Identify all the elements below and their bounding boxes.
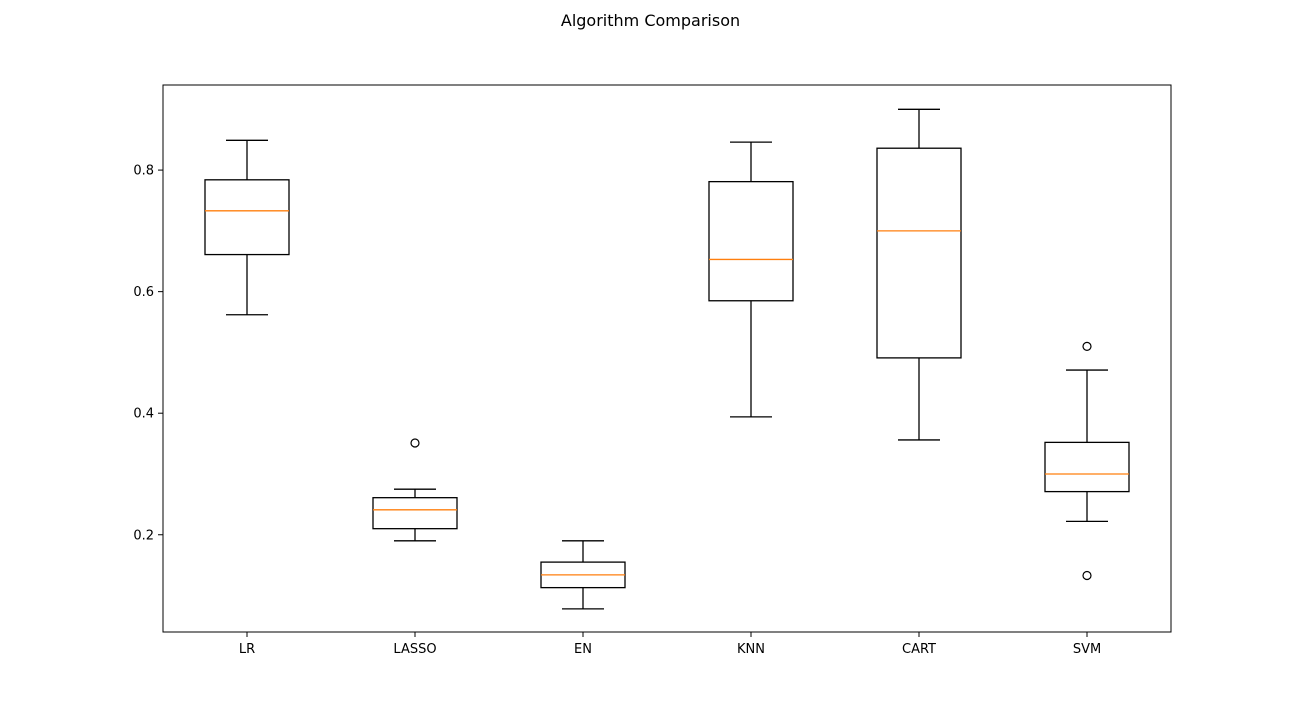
chart-title: Algorithm Comparison	[560, 11, 741, 30]
x-tick-label-knn: KNN	[737, 642, 765, 657]
x-tick-label-svm: SVM	[1073, 642, 1101, 657]
y-tick-label: 0.6	[133, 285, 154, 300]
plot-frame	[162, 84, 1172, 633]
box-lasso	[372, 497, 458, 530]
box-svm	[1044, 441, 1130, 493]
x-tick-label-lasso: LASSO	[393, 642, 436, 657]
outlier-lasso-0	[410, 438, 420, 448]
y-tick-label: 0.4	[133, 407, 154, 422]
outlier-svm-1	[1082, 570, 1092, 581]
box-cart	[876, 147, 962, 359]
x-tick-label-en: EN	[574, 642, 592, 657]
box-lr	[204, 179, 290, 256]
x-tick-label-lr: LR	[239, 642, 255, 657]
x-tick-label-cart: CART	[902, 642, 936, 657]
outlier-svm-0	[1082, 341, 1092, 351]
y-tick-label: 0.2	[133, 528, 154, 543]
y-tick-label: 0.8	[133, 164, 154, 179]
box-knn	[708, 180, 794, 302]
